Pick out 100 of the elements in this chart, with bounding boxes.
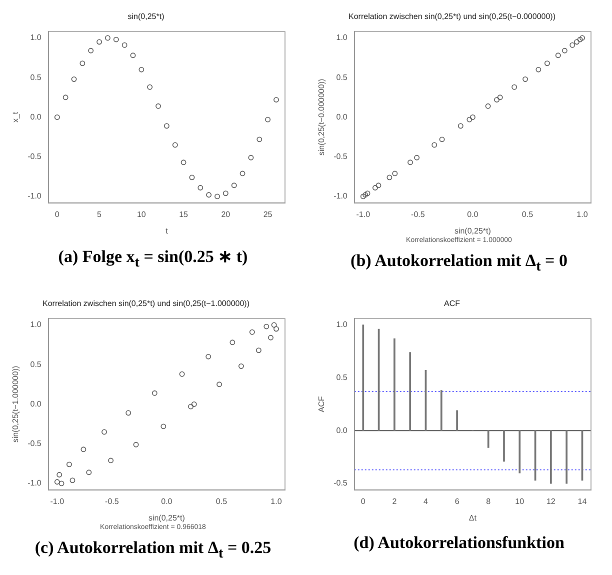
point	[439, 136, 445, 142]
point	[70, 478, 76, 483]
y-axis-title: sin(0,25(t−0.000000))	[317, 78, 326, 156]
point	[360, 194, 366, 200]
point	[256, 348, 262, 354]
x-tick-label: 10	[136, 210, 146, 219]
point	[88, 48, 94, 54]
point	[265, 116, 271, 122]
point	[156, 103, 161, 109]
y-tick-label: 1.0	[336, 320, 348, 330]
point	[222, 190, 228, 196]
point	[494, 97, 500, 102]
y-tick-label: -0.5	[334, 152, 348, 162]
x-tick-label: 25	[263, 210, 273, 219]
point	[432, 142, 438, 148]
point	[497, 94, 503, 100]
point	[206, 354, 212, 360]
y-tick-label: 1.0	[30, 320, 42, 330]
y-tick-label: -1.0	[28, 478, 42, 488]
point	[133, 442, 139, 448]
y-tick-label: -0.5	[334, 478, 348, 488]
y-tick-label: -1.0	[334, 192, 348, 201]
point	[555, 52, 561, 58]
point	[138, 66, 144, 72]
point	[574, 39, 580, 45]
point	[58, 480, 64, 486]
point	[80, 446, 86, 452]
y-tick-label: 0.5	[336, 372, 348, 382]
x-tick-label: 8	[486, 496, 492, 506]
y-tick-label: 1.0	[336, 33, 348, 42]
point	[231, 182, 237, 188]
y-tick-label: 0.0	[30, 112, 42, 122]
point	[580, 35, 585, 41]
x-tick-label: 14	[578, 496, 588, 506]
x-tick-label: 0.5	[216, 496, 228, 506]
point	[188, 404, 194, 410]
y-tick-label: 0.0	[336, 426, 348, 435]
point	[80, 60, 86, 66]
y-tick-label: -0.5	[28, 439, 42, 448]
y-tick-label: 0.5	[30, 72, 42, 82]
point	[126, 410, 132, 416]
x-tick-label: 0.5	[522, 210, 534, 219]
x-tick-label: 0.0	[467, 210, 479, 219]
y-tick-label: -1.0	[28, 192, 42, 201]
y-tick-label: 0.5	[336, 72, 348, 82]
x-axis-title: sin(0,25*t)	[454, 226, 492, 236]
x-tick-label: -1.0	[356, 210, 371, 219]
x-tick-label: 5	[97, 210, 102, 219]
chart-title: Korrelation zwischen sin(0,25*t) und sin(0,25(t−1.000000))	[42, 299, 250, 308]
point	[180, 160, 186, 166]
y-tick-label: -0.5	[28, 152, 42, 162]
point	[274, 326, 279, 332]
point	[544, 60, 550, 66]
point	[71, 76, 77, 82]
y-axis-title: ACF	[317, 396, 326, 412]
chart-title: ACF	[444, 299, 460, 308]
point	[164, 123, 170, 129]
x-tick-label: 4	[424, 496, 429, 506]
x-axis-title: sin(0,25*t)	[148, 513, 186, 522]
text: (b) Autokorrelation mit Δ$_{t}$ = 0	[350, 251, 568, 276]
point	[54, 114, 60, 120]
x-tick-label: 20	[221, 210, 231, 219]
point	[108, 458, 114, 464]
point	[408, 160, 413, 166]
point	[230, 340, 236, 346]
point	[458, 123, 464, 129]
y-axis-title: x_t	[11, 111, 20, 123]
x-tick-label: 15	[179, 210, 189, 219]
point	[160, 424, 166, 430]
point	[62, 94, 68, 100]
point	[179, 371, 185, 377]
point	[102, 429, 107, 435]
x-tick-label: 1.0	[576, 210, 588, 219]
point	[96, 39, 102, 45]
point	[240, 170, 246, 176]
point	[386, 174, 392, 180]
y-tick-label: 1.0	[30, 33, 42, 42]
y-tick-label: 0.0	[336, 112, 348, 122]
x-tick-label: 12	[546, 496, 556, 506]
point	[113, 36, 119, 42]
text: (c) Autokorrelation mit Δ$_{t}$ = 0.25	[34, 538, 272, 562]
point	[414, 154, 420, 160]
point	[485, 103, 491, 109]
x-tick-label: 6	[454, 496, 460, 506]
point	[191, 402, 197, 407]
point	[274, 97, 279, 102]
point	[512, 84, 518, 90]
point	[56, 472, 62, 478]
point	[536, 66, 542, 72]
point	[86, 470, 92, 476]
point	[198, 185, 204, 190]
x-tick-label: 10	[515, 496, 525, 506]
point	[570, 42, 576, 48]
point	[362, 192, 368, 198]
point	[206, 192, 212, 198]
y-tick-label: 0.5	[30, 360, 42, 369]
point	[271, 322, 277, 328]
point	[268, 334, 274, 340]
chart-title: sin(0,25*t)	[128, 12, 165, 22]
point	[54, 479, 60, 485]
